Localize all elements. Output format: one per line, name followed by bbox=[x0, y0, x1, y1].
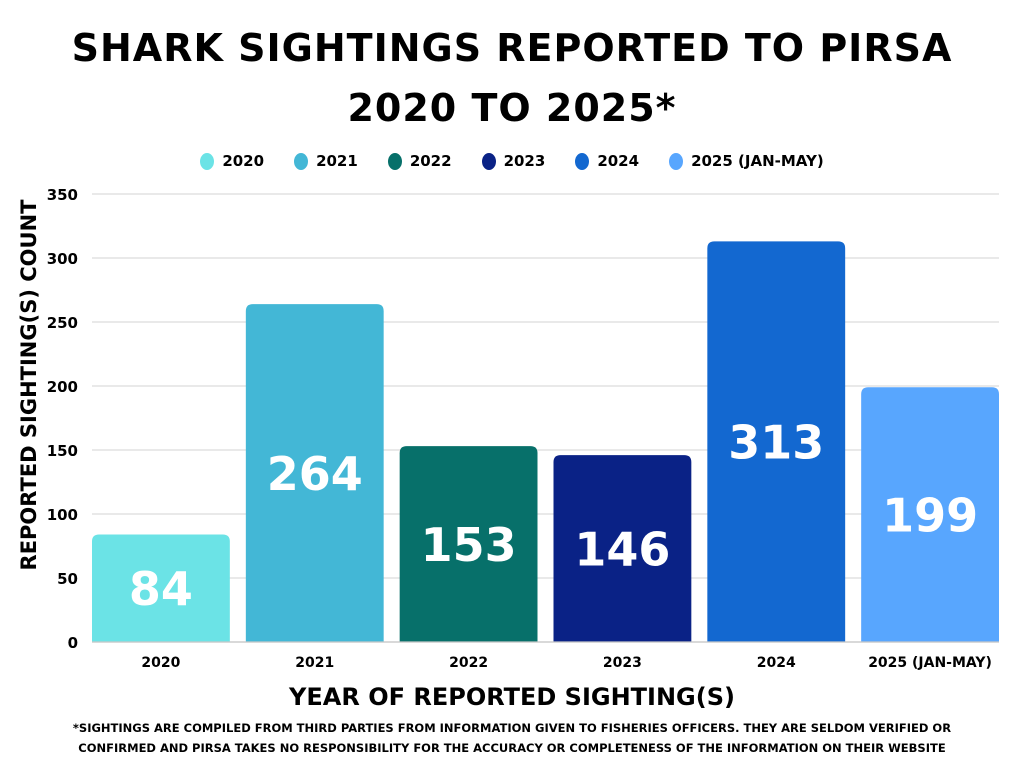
x-tick-label: 2023 bbox=[603, 655, 642, 671]
y-tick-label: 150 bbox=[47, 442, 78, 460]
legend-label: 2021 bbox=[316, 152, 358, 170]
footnote-line1: *SIGHTINGS ARE COMPILED FROM THIRD PARTI… bbox=[72, 721, 952, 735]
y-tick-label: 200 bbox=[47, 378, 78, 396]
legend-item: 2022 bbox=[387, 152, 452, 170]
x-tick-label: 2021 bbox=[295, 655, 334, 671]
data-label: 146 bbox=[574, 523, 670, 577]
data-label: 153 bbox=[421, 518, 517, 572]
legend-item: 2020 bbox=[200, 152, 264, 170]
legend-swatch bbox=[294, 152, 309, 170]
legend-label: 2023 bbox=[503, 152, 546, 170]
x-tick-label: 2022 bbox=[449, 655, 488, 671]
y-axis-label: REPORTED SIGHTING(S) COUNT bbox=[17, 199, 41, 571]
chart-title-line2: 2020 TO 2025* bbox=[347, 86, 677, 130]
bar-2020 bbox=[92, 534, 230, 642]
y-tick-label: 300 bbox=[47, 250, 78, 268]
legend-label: 2025 (JAN-MAY) bbox=[691, 152, 824, 170]
legend-label: 2022 bbox=[409, 152, 452, 170]
data-label: 199 bbox=[882, 489, 978, 543]
data-label: 313 bbox=[728, 416, 824, 470]
legend-swatch bbox=[669, 152, 684, 170]
legend-item: 2024 bbox=[575, 152, 639, 170]
legend-item: 2023 bbox=[481, 152, 546, 170]
y-tick-label: 250 bbox=[47, 314, 78, 332]
legend: 2020 2021 2022 2023 2024 2025 (JAN-MAY) bbox=[0, 152, 1024, 170]
bar-2023 bbox=[553, 455, 692, 642]
x-tick-label: 2025 (JAN-MAY) bbox=[868, 655, 992, 671]
legend-swatch bbox=[387, 152, 402, 170]
chart-title-line1: SHARK SIGHTINGS REPORTED TO PIRSA bbox=[71, 26, 953, 70]
data-label: 84 bbox=[129, 562, 193, 616]
bar-2022 bbox=[399, 446, 538, 642]
y-tick-label: 350 bbox=[47, 186, 78, 204]
legend-label: 2020 bbox=[222, 152, 265, 170]
y-tick-label: 0 bbox=[68, 634, 78, 652]
legend-swatch bbox=[575, 152, 590, 170]
footnote-line2: CONFIRMED AND PIRSA TAKES NO RESPONSIBIL… bbox=[78, 741, 946, 755]
data-label: 264 bbox=[267, 447, 363, 501]
legend-item: 2025 (JAN-MAY) bbox=[669, 152, 824, 170]
bar-2024 bbox=[707, 241, 846, 643]
legend-swatch bbox=[481, 152, 496, 170]
x-tick-label: 2020 bbox=[141, 655, 180, 671]
bar-2021 bbox=[245, 304, 384, 642]
x-tick-label: 2024 bbox=[757, 655, 796, 671]
legend-label: 2024 bbox=[597, 152, 640, 170]
y-tick-label: 100 bbox=[47, 506, 78, 524]
x-axis-label: YEAR OF REPORTED SIGHTING(S) bbox=[289, 683, 735, 711]
footnote: *SIGHTINGS ARE COMPILED FROM THIRD PARTI… bbox=[0, 718, 1024, 758]
y-tick-label: 50 bbox=[57, 570, 78, 588]
legend-item: 2021 bbox=[294, 152, 358, 170]
legend-swatch bbox=[200, 152, 215, 170]
bar-2025 bbox=[861, 387, 999, 642]
